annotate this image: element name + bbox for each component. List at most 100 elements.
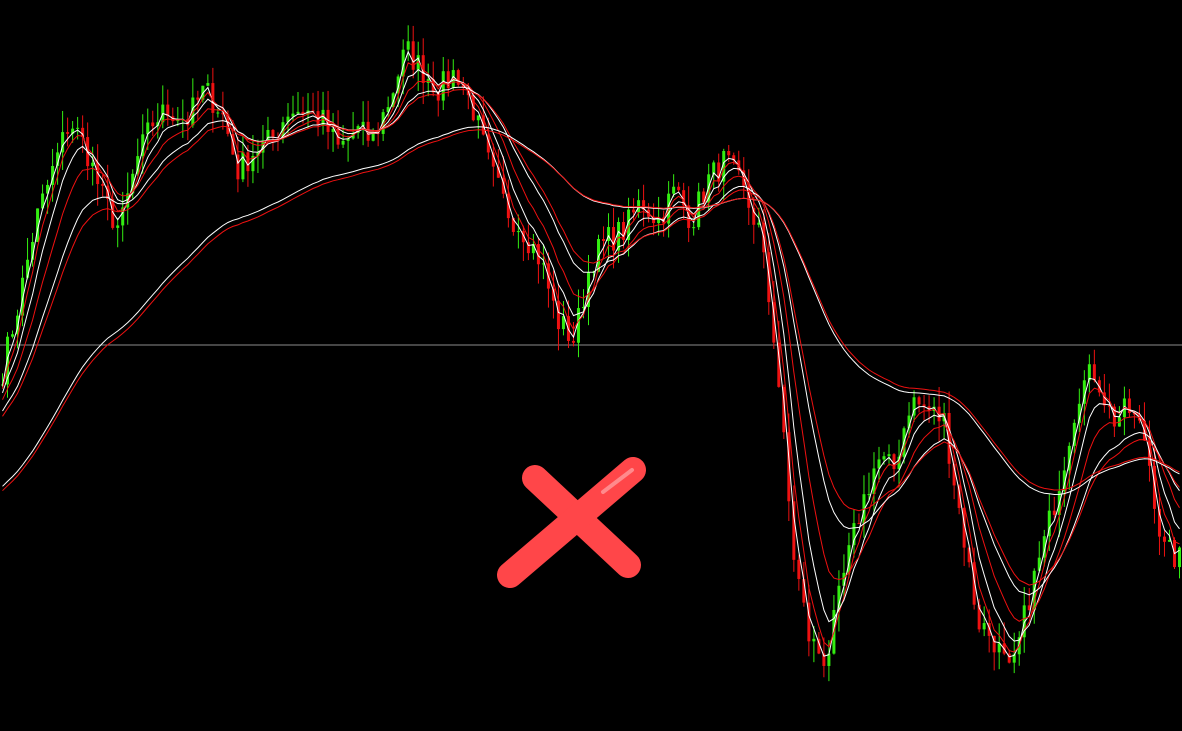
candle-body [602,239,606,241]
candle-body [51,165,55,185]
candle-body [41,193,45,209]
candle-body [1177,547,1181,568]
candle-body [331,129,335,132]
candle-body [536,244,540,265]
moving-average-125 [2,129,1180,492]
candle-body [236,154,240,180]
candle-body [21,277,25,316]
candle-body [231,133,235,155]
candle-body [817,638,821,654]
candle-body [256,152,260,156]
candle-body [526,242,530,254]
candle-body [907,415,911,429]
candle-body [26,259,30,278]
candle-body [296,111,300,114]
candle-body [511,218,515,232]
candle-body [486,134,490,153]
candle-body [867,494,871,496]
candle-body [1092,364,1096,381]
candle-body [1157,508,1161,537]
candle-body [1152,465,1156,509]
candle-body [361,121,365,127]
candle-body [857,523,861,525]
candle-body [837,585,841,610]
candle-body [391,93,395,108]
candle-body [576,308,580,343]
candle-body [506,193,510,219]
candle-body [792,501,796,560]
candle-body [1047,510,1051,537]
candle-body [747,185,751,208]
candle-body [371,132,375,141]
candle-body [892,454,896,470]
candle-body [622,222,626,240]
candle-body [772,302,776,343]
candle-body [922,404,926,407]
candle-body [81,127,85,138]
moving-average-5 [2,50,1180,658]
candle-body [697,191,701,228]
candle-body [446,71,450,89]
candle-body [101,184,105,186]
candle-body [386,107,390,113]
candle-body [281,122,285,139]
candle-body [882,456,886,460]
candle-body [476,115,480,121]
candle-body [642,200,646,210]
candle-body [727,150,731,156]
candle-body [1132,412,1136,415]
candle-body [556,300,560,330]
candle-body [752,207,756,225]
candle-body [1022,605,1026,638]
candle-body [346,138,350,141]
candle-body [211,83,215,113]
candle-body [321,109,325,126]
candle-body [1062,470,1066,492]
candle-body [1102,392,1106,406]
candle-body [571,340,575,343]
candle-body [807,602,811,642]
candle-body [561,316,565,330]
candle-body [992,635,996,653]
candle-body [702,191,706,203]
candle-body [441,71,445,101]
candle-body [967,547,971,563]
candle-body [1007,653,1011,663]
candle-body [757,222,761,225]
candle-body [66,132,70,134]
candle-body [301,111,305,115]
candle-body [196,97,200,100]
candle-body [436,92,440,101]
candle-body [607,227,611,241]
candle-body [987,623,991,636]
candle-body [271,129,275,138]
candle-body [917,397,921,405]
candle-body [1087,364,1091,381]
candle-body [972,562,976,605]
candle-body [1072,422,1076,446]
candle-body [461,84,465,88]
moving-average-21 [2,80,1180,622]
candle-body [401,49,405,77]
candle-body [416,55,420,70]
candle-body [687,205,691,228]
candle-body [912,397,916,416]
candle-body [672,186,676,194]
candle-body [311,110,315,112]
candle-body [827,653,831,666]
candle-body [131,173,135,194]
candle-body [782,386,786,433]
candle-body [712,162,716,175]
candle-body [997,643,1001,653]
candle-body [797,559,801,579]
candle-body [822,653,826,666]
candle-body [501,177,505,194]
candle-body [56,152,60,166]
candle-body [31,241,35,260]
candle-body [1042,536,1046,558]
candle-body [151,122,155,127]
candle-body [692,227,696,229]
candle-body [722,150,726,182]
candle-body [291,113,295,117]
